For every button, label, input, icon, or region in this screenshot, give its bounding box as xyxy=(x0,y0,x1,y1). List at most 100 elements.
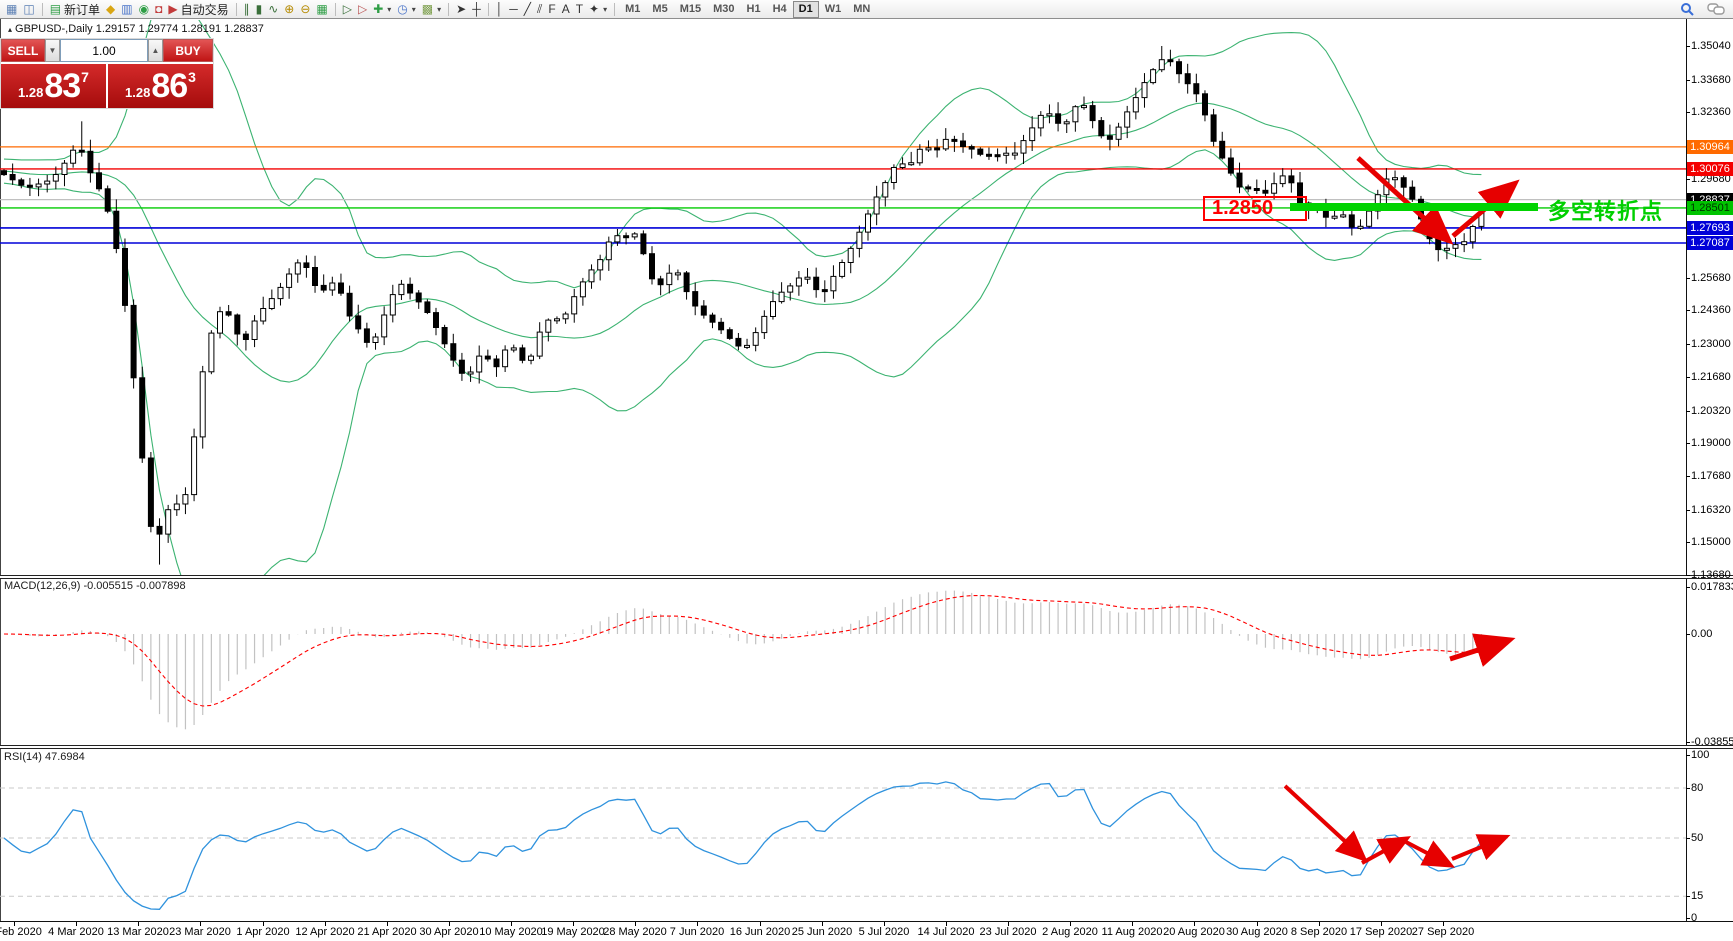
line-chart-icon[interactable]: ∿ xyxy=(265,1,281,18)
autotrading-button: ▶ xyxy=(168,1,178,16)
timeframe-h1[interactable]: H1 xyxy=(746,2,761,15)
price-line-label: 1.28501 xyxy=(1687,201,1733,215)
price-tick: 1.33680 xyxy=(1691,74,1731,86)
volume-field[interactable]: 1.00 xyxy=(60,39,148,62)
chevron-down-icon[interactable]: ▾ xyxy=(387,4,392,14)
chat-icon[interactable] xyxy=(1707,2,1725,22)
fibonacci-icon[interactable]: F xyxy=(545,1,558,18)
chevron-down-icon[interactable]: ▾ xyxy=(603,4,608,14)
date-tick: 4 Feb 2020 xyxy=(0,926,42,938)
annotation-arrow[interactable] xyxy=(1361,836,1412,865)
annotation-arrow[interactable] xyxy=(1283,784,1368,863)
sell-button[interactable]: SELL xyxy=(1,39,45,62)
timeframe-mn[interactable]: MN xyxy=(853,2,871,15)
pane-separator-macd[interactable] xyxy=(0,575,1733,579)
toolbar-separator xyxy=(448,2,450,16)
main-chart-pane[interactable] xyxy=(0,20,1686,575)
date-tick: 8 Sep 2020 xyxy=(1290,926,1348,938)
one-click-trade-panel: SELL ▼ 1.00 ▲ BUY 1.28 83 7 1.28 86 3 xyxy=(0,38,214,109)
vline-icon[interactable]: │ xyxy=(493,1,507,18)
annotation-arrow[interactable] xyxy=(1451,834,1511,861)
rsi-tick: 50 xyxy=(1691,832,1704,844)
sell-price-big: 83 xyxy=(44,67,81,105)
navigator-icon: ◉ xyxy=(138,1,150,16)
arrows-icon[interactable]: ✦ ▾ xyxy=(586,1,610,18)
new-order-button[interactable]: ▤ 新订单 xyxy=(47,1,103,18)
buy-button[interactable]: BUY xyxy=(163,39,213,62)
text-label-icon[interactable]: T xyxy=(573,1,586,18)
cursor-icon: ➤ xyxy=(456,1,467,16)
date-tick: 23 Mar 2020 xyxy=(169,926,231,938)
profiles-icon[interactable]: ◫ xyxy=(20,1,37,18)
volume-increase-button[interactable]: ▲ xyxy=(148,39,163,62)
text-icon[interactable]: A xyxy=(559,1,573,18)
template-icon[interactable]: ▩ ▾ xyxy=(419,1,444,18)
autotrading-button[interactable]: ▶ 自动交易 xyxy=(165,1,231,18)
annotation-arrow[interactable] xyxy=(1356,156,1454,245)
price-tick: 1.25680 xyxy=(1691,272,1731,284)
market-watch-icon[interactable]: ◆ xyxy=(103,1,118,18)
indicator-list-icon[interactable]: ▷ xyxy=(355,1,370,18)
timeframe-m1[interactable]: M1 xyxy=(625,2,641,15)
terminal-icon: ◘ xyxy=(155,1,163,16)
trendline-icon: ╱ xyxy=(523,1,531,16)
pane-separator-rsi[interactable] xyxy=(0,745,1733,749)
annotation-arrow[interactable] xyxy=(1449,633,1516,667)
price-line-label: 1.27693 xyxy=(1687,221,1733,235)
volume-decrease-button[interactable]: ▼ xyxy=(45,39,60,62)
timeframe-m15[interactable]: M15 xyxy=(679,2,702,15)
arrows-icon: ✦ xyxy=(589,1,600,16)
turning-point-label[interactable]: 多空转折点 xyxy=(1548,199,1664,224)
timeframe-m30[interactable]: M30 xyxy=(713,2,735,15)
text-label-icon: T xyxy=(575,1,584,16)
search-icon[interactable] xyxy=(1680,2,1695,22)
trendline-icon[interactable]: ╱ xyxy=(521,1,534,18)
navigator-icon[interactable]: ◉ xyxy=(136,1,152,18)
zoom-in-icon: ⊕ xyxy=(284,1,295,16)
timeframe-m5[interactable]: M5 xyxy=(652,2,668,15)
data-window-icon[interactable]: ▥ xyxy=(118,1,135,18)
bar-chart-icon[interactable]: ∥ xyxy=(241,1,253,18)
hline-icon[interactable]: ─ xyxy=(506,1,521,18)
buy-price-pip: 3 xyxy=(188,69,196,85)
crosshair-icon[interactable]: ┼ xyxy=(469,1,484,18)
line-chart-icon: ∿ xyxy=(268,1,279,16)
channel-icon[interactable]: ⫽ xyxy=(534,1,545,18)
zoom-in-icon[interactable]: ⊕ xyxy=(281,1,297,18)
price-tick: 1.20320 xyxy=(1691,405,1731,417)
autotrading-button-label: 自动交易 xyxy=(180,2,229,17)
date-tick: 1 Apr 2020 xyxy=(236,926,290,938)
date-tick: 30 Apr 2020 xyxy=(419,926,479,938)
annotation-arrow[interactable] xyxy=(1451,179,1520,238)
price-tick: 1.23000 xyxy=(1691,338,1731,350)
indicators-icon[interactable]: ▷ xyxy=(340,1,355,18)
tile-windows-icon[interactable]: ▦ xyxy=(313,1,330,18)
timeframe-h4[interactable]: H4 xyxy=(772,2,787,15)
indicator-list-icon: ▷ xyxy=(357,1,368,16)
support-level-bar[interactable] xyxy=(1290,203,1538,211)
new-chart-icon[interactable]: ▦ xyxy=(3,1,20,18)
date-tick: 12 Apr 2020 xyxy=(295,926,355,938)
date-tick: 7 Jun 2020 xyxy=(669,926,725,938)
cursor-icon[interactable]: ➤ xyxy=(453,1,469,18)
rsi-label: RSI(14) 47.6984 xyxy=(4,751,85,763)
add-object-icon[interactable]: ✚ ▾ xyxy=(370,1,394,18)
buy-price[interactable]: 1.28 86 3 xyxy=(108,64,213,108)
rsi-pane[interactable] xyxy=(0,747,1686,921)
annotation-arrow[interactable] xyxy=(1405,840,1456,868)
price-tick: 1.32360 xyxy=(1691,106,1731,118)
chevron-down-icon[interactable]: ▾ xyxy=(411,4,416,14)
terminal-icon[interactable]: ◘ xyxy=(152,1,165,18)
sell-price[interactable]: 1.28 83 7 xyxy=(1,64,106,108)
new-chart-icon: ▦ xyxy=(6,1,18,16)
chevron-down-icon[interactable]: ▾ xyxy=(437,4,442,14)
macd-pane[interactable] xyxy=(0,577,1686,745)
price-tick: 1.17680 xyxy=(1691,470,1731,482)
new-order-button-label: 新订单 xyxy=(64,2,101,17)
zoom-out-icon[interactable]: ⊖ xyxy=(297,1,313,18)
timeframe-w1[interactable]: W1 xyxy=(824,2,842,15)
period-icon[interactable]: ◷ ▾ xyxy=(394,1,419,18)
timeframe-d1[interactable]: D1 xyxy=(792,0,819,18)
candlestick-chart-icon[interactable]: ▮ xyxy=(253,1,266,18)
